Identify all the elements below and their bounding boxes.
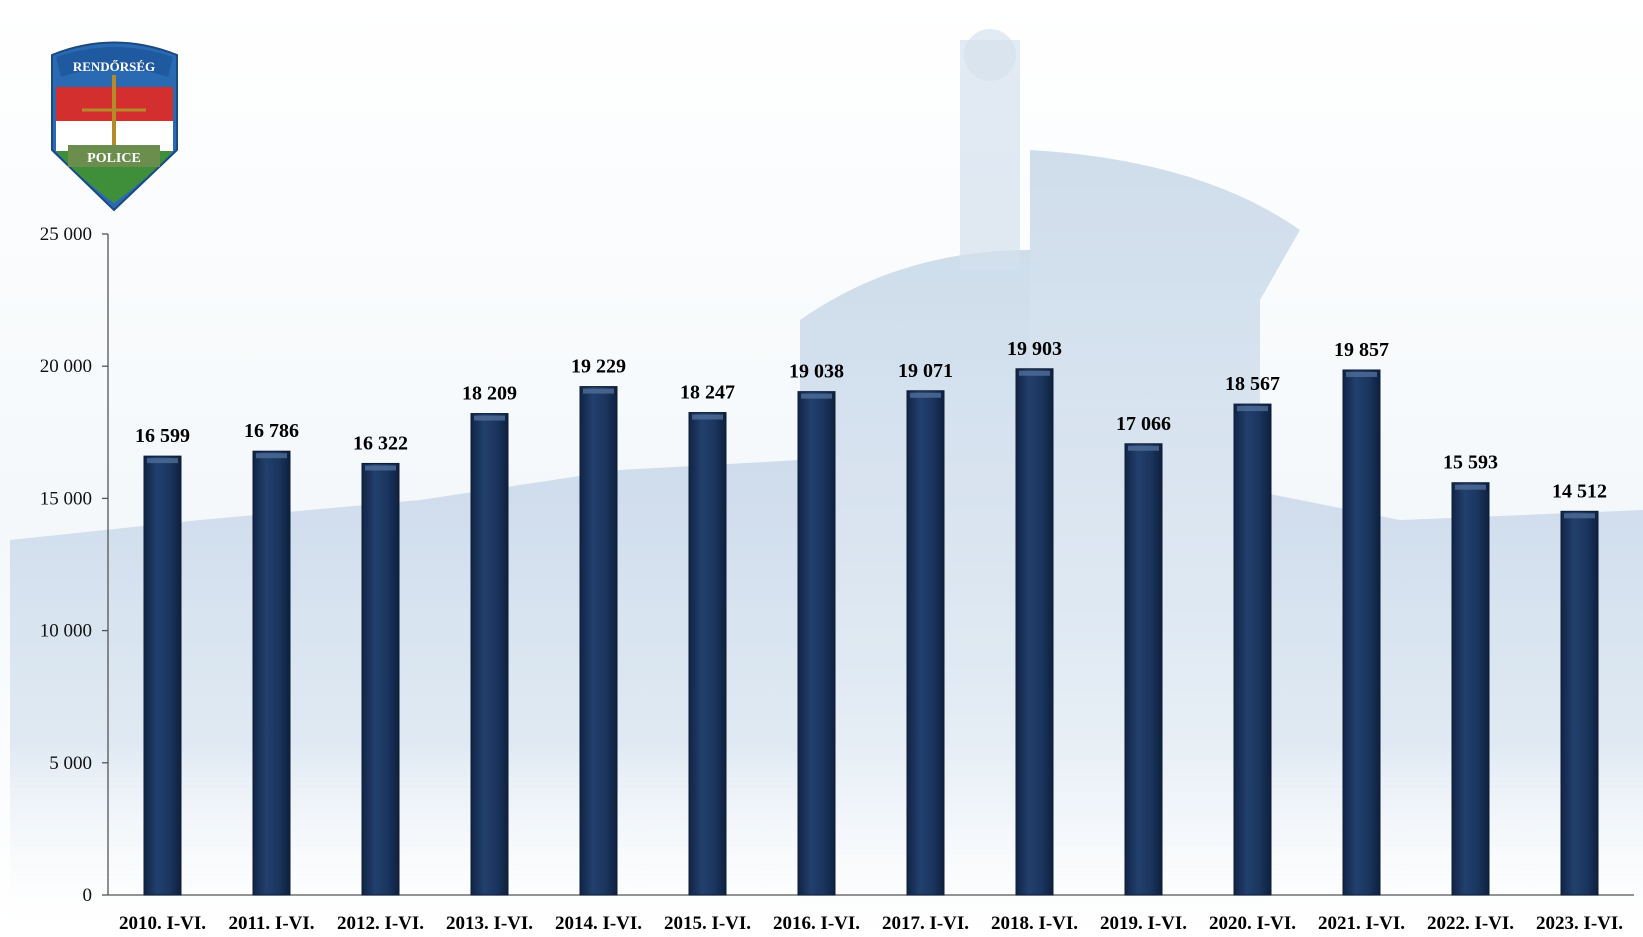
bar bbox=[1015, 368, 1054, 896]
y-tick-label: 5 000 bbox=[49, 753, 92, 774]
x-tick-label: 2012. I-VI. bbox=[337, 913, 424, 934]
bar bbox=[579, 386, 618, 896]
bar-highlight bbox=[474, 415, 505, 421]
bar bbox=[1124, 443, 1163, 896]
x-tick-label: 2018. I-VI. bbox=[991, 913, 1078, 934]
bar-value-label: 16 599 bbox=[135, 425, 190, 447]
bar-value-label: 16 786 bbox=[244, 420, 299, 442]
bar-highlight bbox=[910, 392, 941, 398]
bar-value-label: 19 229 bbox=[571, 356, 626, 378]
bar bbox=[1451, 482, 1490, 896]
bar-value-label: 15 593 bbox=[1443, 452, 1498, 474]
bar bbox=[1560, 510, 1599, 896]
bar bbox=[1233, 403, 1272, 896]
bar-value-label: 17 066 bbox=[1116, 413, 1171, 435]
y-tick-label: 15 000 bbox=[40, 488, 92, 509]
bar-highlight bbox=[1237, 406, 1268, 412]
bar bbox=[1342, 369, 1381, 896]
y-tick-label: 0 bbox=[83, 885, 93, 906]
bar-highlight bbox=[1128, 445, 1159, 451]
logo-top-text: RENDŐRSÉG bbox=[73, 59, 155, 74]
bar-highlight bbox=[256, 453, 287, 459]
x-tick-label: 2016. I-VI. bbox=[773, 913, 860, 934]
bar bbox=[906, 390, 945, 896]
bar-series bbox=[143, 368, 1599, 896]
y-tick-label: 20 000 bbox=[40, 356, 92, 377]
x-tick-label: 2014. I-VI. bbox=[555, 913, 642, 934]
bar-highlight bbox=[583, 388, 614, 394]
bar-value-label: 19 038 bbox=[789, 361, 844, 383]
x-tick-label: 2021. I-VI. bbox=[1318, 913, 1405, 934]
bar bbox=[143, 455, 182, 896]
bar bbox=[470, 413, 509, 896]
police-logo: RENDŐRSÉG POLICE bbox=[51, 41, 178, 212]
y-tick-label: 25 000 bbox=[40, 224, 92, 245]
bar-highlight bbox=[365, 465, 396, 471]
y-tick-label: 10 000 bbox=[40, 621, 92, 642]
x-tick-label: 2011. I-VI. bbox=[228, 913, 314, 934]
x-tick-label: 2019. I-VI. bbox=[1100, 913, 1187, 934]
bar-highlight bbox=[1455, 484, 1486, 490]
bar-value-label: 18 247 bbox=[680, 382, 735, 404]
bar-value-label: 16 322 bbox=[353, 432, 408, 454]
bar-value-label: 14 512 bbox=[1552, 480, 1607, 502]
bar-value-label: 18 209 bbox=[462, 383, 517, 405]
bar bbox=[361, 462, 400, 896]
bar-value-label: 19 903 bbox=[1007, 338, 1062, 360]
x-tick-label: 2017. I-VI. bbox=[882, 913, 969, 934]
bar-data-labels: 16 599 16 786 16 322 18 209 19 229 18 247 19 0… bbox=[135, 338, 1607, 503]
bar-highlight bbox=[1564, 513, 1595, 519]
bar bbox=[688, 412, 727, 896]
x-axis-tick-labels: 2010. I-VI. 2011. I-VI. 2012. I-VI. 2013. I… bbox=[119, 913, 1623, 934]
bar-value-label: 19 857 bbox=[1334, 339, 1389, 361]
x-tick-label: 2020. I-VI. bbox=[1209, 913, 1296, 934]
bar-value-label: 18 567 bbox=[1225, 373, 1280, 395]
bar-highlight bbox=[147, 458, 178, 464]
bar bbox=[797, 391, 836, 896]
logo-bottom-text: POLICE bbox=[87, 151, 141, 166]
bar-highlight bbox=[1346, 371, 1377, 377]
x-tick-label: 2015. I-VI. bbox=[664, 913, 751, 934]
bar-highlight bbox=[801, 393, 832, 399]
x-tick-label: 2023. I-VI. bbox=[1536, 913, 1623, 934]
bar bbox=[252, 450, 291, 896]
bar-value-label: 19 071 bbox=[898, 360, 953, 382]
y-axis-ticks: 0 5 000 10 000 15 000 20 000 25 000 bbox=[40, 224, 108, 906]
x-tick-label: 2022. I-VI. bbox=[1427, 913, 1514, 934]
x-tick-label: 2010. I-VI. bbox=[119, 913, 206, 934]
bar-highlight bbox=[1019, 370, 1050, 376]
bar-highlight bbox=[692, 414, 723, 420]
x-tick-label: 2013. I-VI. bbox=[446, 913, 533, 934]
